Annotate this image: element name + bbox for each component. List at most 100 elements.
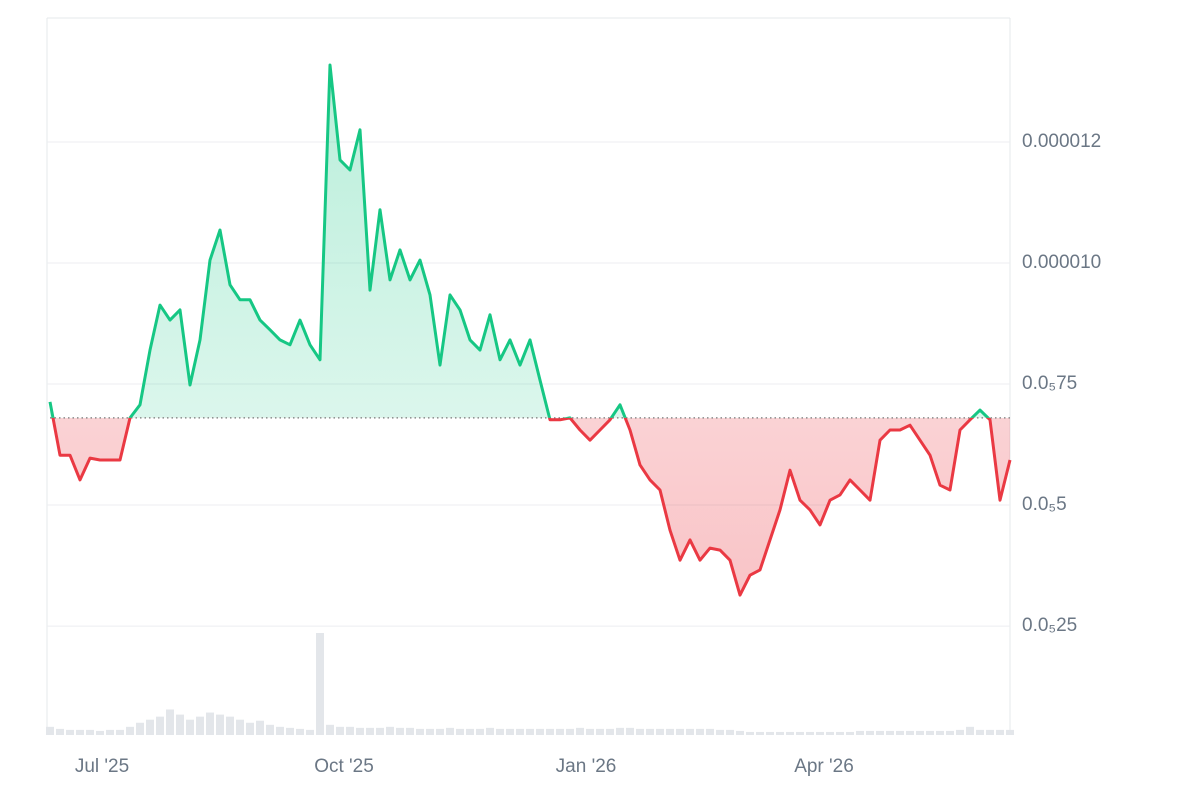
volume-bar: [976, 729, 984, 735]
volume-bar: [496, 728, 504, 735]
volume-bar: [366, 727, 374, 735]
volume-bar: [376, 727, 384, 735]
volume-bar: [86, 729, 94, 735]
price-line-up: [48, 63, 991, 418]
area-down: [53, 417, 1010, 596]
volume-bar: [856, 730, 864, 735]
volume-bar: [46, 726, 54, 735]
volume-bar: [76, 729, 84, 735]
volume-bar: [526, 728, 534, 735]
x-tick-label: Apr '26: [794, 756, 854, 777]
volume-bar: [256, 720, 264, 735]
volume-bar: [926, 730, 934, 735]
volume-bar: [846, 731, 854, 735]
volume-bar: [576, 727, 584, 735]
volume-bar: [286, 727, 294, 735]
volume-bar: [176, 714, 184, 735]
volume-bar: [666, 728, 674, 735]
y-tick-label: 0.0₅5: [1022, 494, 1067, 515]
volume-bar: [166, 709, 174, 735]
volume-bar: [896, 730, 904, 735]
volume-bar: [306, 729, 314, 735]
volume-bar: [296, 728, 304, 735]
volume-bar: [766, 731, 774, 735]
volume-bar: [546, 728, 554, 735]
volume-bar: [386, 726, 394, 735]
volume-bar: [806, 731, 814, 735]
volume-bar: [276, 726, 284, 735]
volume-bar: [836, 731, 844, 735]
volume-bar: [156, 716, 164, 735]
volume-bar: [796, 731, 804, 735]
volume-bar: [626, 727, 634, 735]
y-tick-label: 0.000010: [1022, 252, 1101, 273]
volume-bar: [916, 730, 924, 735]
volume-bar: [116, 729, 124, 735]
volume-bar: [636, 728, 644, 735]
volume-bar: [876, 730, 884, 735]
volume-bar: [716, 729, 724, 735]
y-tick-label: 0.000012: [1022, 131, 1101, 152]
volume-bar: [866, 730, 874, 735]
volume-bar: [556, 728, 564, 735]
volume-bar: [146, 719, 154, 735]
volume-bar: [486, 727, 494, 735]
volume-bar: [646, 728, 654, 735]
volume-bar: [936, 730, 944, 735]
volume-bar: [106, 729, 114, 735]
volume-bar: [426, 728, 434, 735]
volume-bar: [56, 728, 64, 735]
volume-bar: [596, 728, 604, 735]
volume-bar: [956, 729, 964, 735]
volume-bar: [776, 731, 784, 735]
price-line-down: [51, 417, 1012, 597]
volume-bar: [66, 729, 74, 735]
volume-bar: [696, 728, 704, 735]
volume-bar: [236, 719, 244, 735]
y-tick-label: 0.0₅25: [1022, 615, 1077, 636]
volume-bar: [946, 730, 954, 735]
volume-bar: [516, 728, 524, 735]
volume-bar: [606, 728, 614, 735]
volume-bar: [396, 727, 404, 735]
volume-bar: [446, 727, 454, 735]
volume-bar: [816, 731, 824, 735]
volume-bar: [656, 728, 664, 735]
volume-bar: [1006, 729, 1014, 735]
volume-bar: [316, 633, 324, 735]
volume-bar: [786, 731, 794, 735]
volume-bar: [346, 726, 354, 735]
volume-bar: [506, 728, 514, 735]
area-up: [50, 65, 1010, 418]
volume-bar: [966, 726, 974, 735]
volume-bar: [586, 728, 594, 735]
x-tick-label: Jan '26: [556, 756, 617, 777]
volume-bar: [726, 729, 734, 735]
volume-bar: [96, 730, 104, 735]
volume-bar: [886, 730, 894, 735]
x-tick-label: Jul '25: [75, 756, 129, 777]
volume-bar: [986, 729, 994, 735]
volume-bar: [616, 727, 624, 735]
volume-bar: [126, 726, 134, 735]
volume-bar: [746, 731, 754, 735]
volume-bar: [436, 728, 444, 735]
volume-bar: [676, 728, 684, 735]
volume-bar: [476, 728, 484, 735]
y-tick-label: 0.0₅75: [1022, 373, 1077, 394]
volume-bar: [246, 722, 254, 735]
volume-bar: [736, 730, 744, 735]
volume-bar: [186, 719, 194, 735]
volume-bar: [336, 726, 344, 735]
volume-bar: [266, 724, 274, 735]
volume-bar: [356, 727, 364, 735]
volume-bar: [466, 728, 474, 735]
volume-bar: [756, 731, 764, 735]
volume-bar: [566, 728, 574, 735]
volume-bar: [326, 724, 334, 735]
volume-bar: [996, 729, 1004, 735]
volume-bar: [906, 730, 914, 735]
volume-bar: [536, 728, 544, 735]
volume-bar: [826, 731, 834, 735]
